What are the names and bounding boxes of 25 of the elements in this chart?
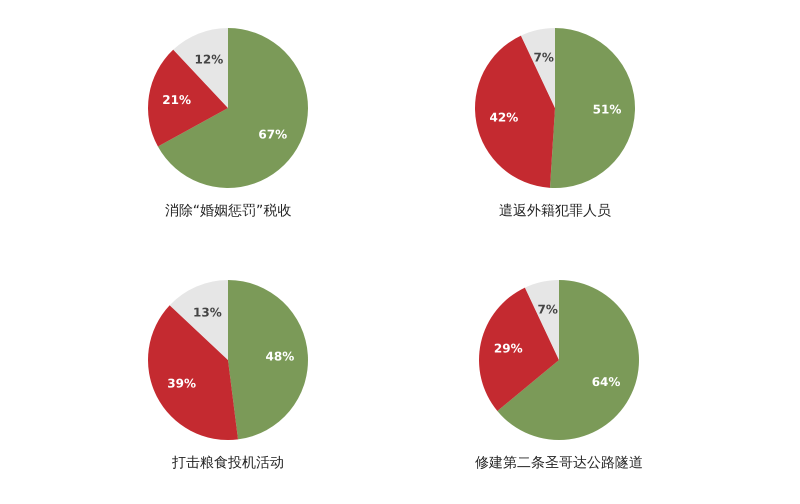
pie-slice <box>228 280 308 440</box>
pie-slice <box>524 280 559 360</box>
data-label: 7% <box>537 302 558 316</box>
data-label: 29% <box>494 342 523 356</box>
text: 遣返外籍犯罪人员 <box>499 203 611 219</box>
data-label: 42% <box>490 110 518 125</box>
data-label: 48% <box>266 350 294 364</box>
pie-slice <box>520 28 555 108</box>
data-label: 67% <box>258 127 288 142</box>
data-label: 51% <box>592 102 622 117</box>
data-label: 13% <box>192 305 222 320</box>
text: 打击粮食投机活动 <box>171 455 284 471</box>
data-label: 64% <box>592 375 620 390</box>
text: 消除“婚姻惩罚”税收 <box>164 203 292 219</box>
text: 修建第二条圣哥达公路隧道 <box>475 455 643 471</box>
pie-slice <box>148 305 238 440</box>
data-label: 21% <box>162 92 192 107</box>
pie-slice <box>148 50 228 147</box>
pie-slice <box>475 36 555 188</box>
pie-slice <box>170 280 228 360</box>
pie-slice <box>479 288 559 411</box>
data-label: 7% <box>533 50 554 64</box>
data-label: 12% <box>194 52 224 67</box>
pie-slice <box>158 28 308 188</box>
data-label: 39% <box>167 376 196 391</box>
